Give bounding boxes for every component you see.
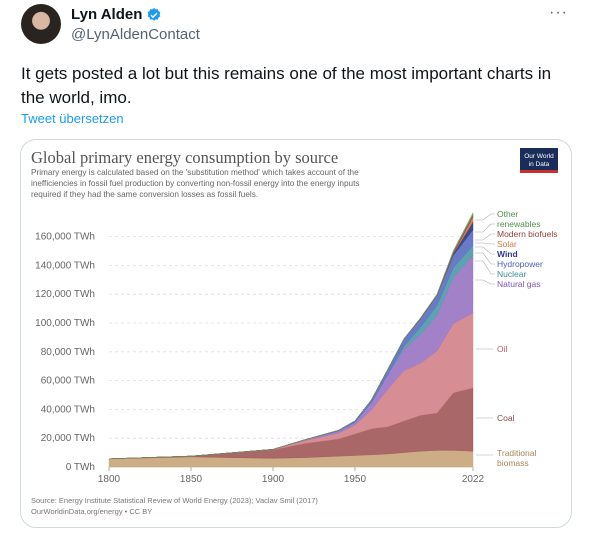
legend-label: Wind	[497, 249, 518, 259]
legend-label: Natural gas	[497, 279, 540, 289]
legend-label: renewables	[497, 219, 540, 229]
x-axis-ticks: 1800 1850 1900 1950 2022	[98, 467, 485, 485]
legend-connector	[475, 252, 495, 265]
owid-logo: Our Worldin Data	[520, 148, 558, 173]
energy-chart: Global primary energy consumption by sou…	[31, 148, 558, 516]
legend-connector	[475, 213, 495, 221]
legend-connector	[475, 223, 495, 233]
chart-source-link: OurWorldinData.org/energy • CC BY	[31, 507, 152, 516]
y-tick-label: 40,000 TWh	[41, 404, 95, 415]
owid-logo-line: Our World	[524, 153, 554, 160]
legend-label: Hydropower	[497, 259, 543, 269]
legend-connector	[475, 260, 495, 275]
author-name-label: Lyn Alden	[71, 6, 143, 23]
y-tick-label: 60,000 TWh	[41, 376, 95, 387]
legend-label: biomass	[497, 458, 529, 468]
chart-subtitle: Primary energy is calculated based on th…	[31, 168, 359, 199]
x-tick-label: 1950	[344, 474, 367, 485]
chart-source: Source: Energy Institute Statistical Rev…	[31, 496, 318, 505]
chart-card[interactable]: Global primary energy consumption by sou…	[20, 139, 572, 528]
legend-connector	[475, 242, 495, 245]
author-name[interactable]: Lyn Alden	[71, 6, 162, 23]
verified-badge-icon	[148, 7, 161, 21]
translate-link[interactable]: Tweet übersetzen	[21, 111, 124, 126]
legend-label: Traditional	[497, 448, 536, 458]
y-tick-label: 120,000 TWh	[35, 289, 95, 300]
x-tick-label: 1900	[262, 474, 285, 485]
x-tick-label: 1800	[98, 474, 121, 485]
y-tick-label: 100,000 TWh	[35, 318, 95, 329]
chart-title: Global primary energy consumption by sou…	[31, 148, 338, 167]
chart-subtitle-line: Primary energy is calculated based on th…	[31, 168, 359, 177]
chart-subtitle-line: inefficiencies in fossil fuel production…	[31, 179, 359, 188]
x-tick-label: 2022	[462, 474, 485, 485]
legend-label: Solar	[497, 239, 517, 249]
x-tick-label: 1850	[180, 474, 203, 485]
legend-label: Coal	[497, 413, 515, 423]
avatar[interactable]	[21, 4, 61, 44]
more-options-icon[interactable]: ···	[549, 4, 568, 21]
legend-connector	[475, 279, 495, 285]
legend-label: Other	[497, 209, 518, 219]
owid-logo-text: Our Worldin Data	[524, 153, 554, 168]
y-tick-label: 140,000 TWh	[35, 260, 95, 271]
owid-logo-line: in Data	[529, 161, 550, 168]
y-axis-ticks: 0 TWh 20,000 TWh 40,000 TWh 60,000 TWh 80,00…	[35, 232, 95, 473]
chart-areas	[108, 212, 474, 468]
y-tick-label: 20,000 TWh	[41, 433, 95, 444]
legend-connector	[475, 233, 495, 241]
legend-label: Modern biofuels	[497, 229, 557, 239]
tweet-text: It gets posted a lot but this remains on…	[21, 64, 552, 107]
chart-subtitle-line: required if they had the same conversion…	[31, 190, 258, 199]
author-handle[interactable]: @LynAldenContact	[71, 26, 200, 43]
y-tick-label: 160,000 TWh	[35, 232, 95, 243]
legend-connector	[475, 246, 495, 255]
legend-label: Nuclear	[497, 269, 526, 279]
y-tick-label: 0 TWh	[66, 462, 95, 473]
y-tick-label: 80,000 TWh	[41, 347, 95, 358]
area-other-renewables	[108, 212, 474, 459]
legend-label: Oil	[497, 344, 508, 354]
